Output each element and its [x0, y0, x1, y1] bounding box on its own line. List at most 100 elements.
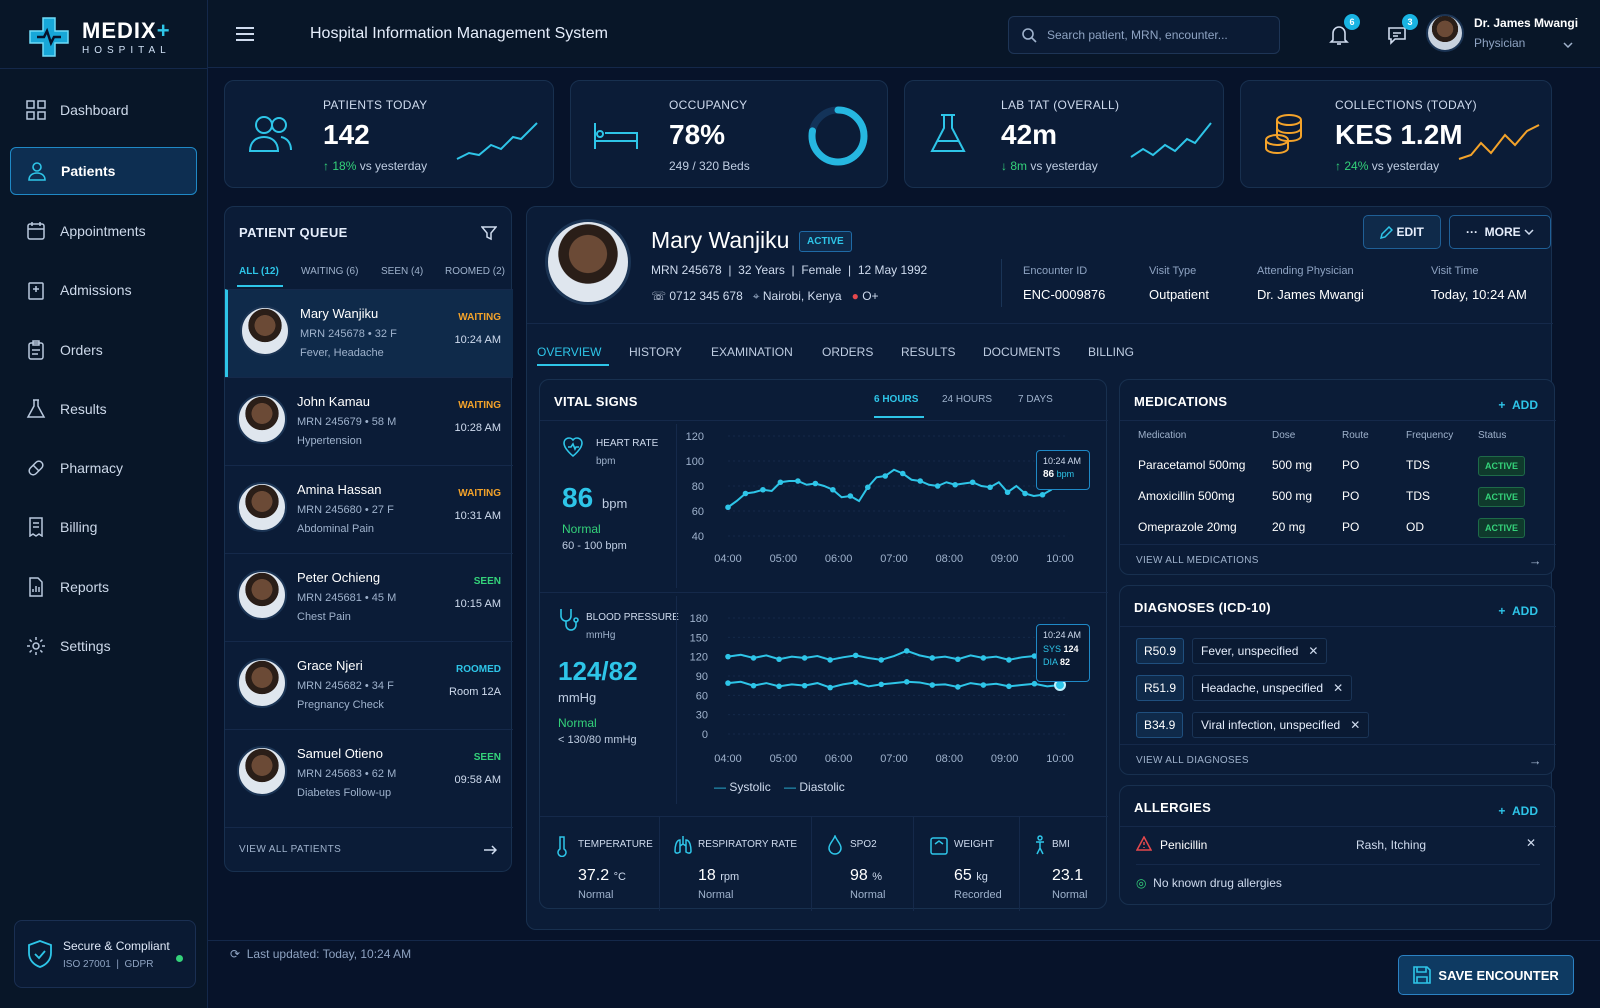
bed-icon — [594, 123, 638, 149]
hr-unit-label: bpm — [596, 456, 616, 467]
more-button[interactable]: ··· MORE — [1449, 215, 1551, 249]
bp-label: BLOOD PRESSURE — [586, 612, 679, 623]
view-all-diagnoses-link[interactable]: VIEW ALL DIAGNOSES → — [1120, 744, 1556, 776]
kpi-label: LAB TAT (OVERALL) — [1001, 98, 1120, 112]
status-dot — [176, 955, 183, 962]
user-menu[interactable]: Dr. James Mwangi Physician — [1426, 14, 1578, 52]
nav-patients[interactable]: Patients — [10, 147, 197, 195]
nav-admissions[interactable]: Admissions — [10, 266, 197, 314]
clipboard-icon — [28, 340, 44, 360]
diagnosis-chip[interactable]: Fever, unspecified ✕ — [1192, 638, 1328, 664]
nav-billing[interactable]: Billing — [10, 503, 197, 551]
data-point — [1031, 680, 1038, 687]
status-badge: ACTIVE — [1478, 487, 1526, 507]
x-tick-label: 08:00 — [936, 753, 964, 765]
filter-icon[interactable] — [481, 225, 497, 241]
queue-row[interactable]: Grace Njeri MRN 245682 • 34 F Pregnancy Ch… — [225, 641, 513, 729]
messages-button[interactable]: 3 — [1382, 14, 1418, 50]
no-known-allergies: ◎ No known drug allergies — [1136, 876, 1282, 890]
legend-systolic: Systolic — [729, 780, 771, 794]
series-line — [727, 468, 1061, 509]
data-point — [847, 493, 854, 499]
sparkline — [456, 122, 538, 160]
data-point — [864, 484, 871, 491]
medical-cross-icon — [29, 17, 69, 57]
tab-orders[interactable]: ORDERS — [822, 345, 874, 359]
range-6h[interactable]: 6 HOURS — [874, 394, 919, 405]
add-medication-button[interactable]: + ADD — [1498, 398, 1538, 412]
queue-row[interactable]: Peter Ochieng MRN 245681 • 45 M Chest Pain… — [225, 553, 513, 641]
allergies-title: ALLERGIES — [1134, 800, 1212, 815]
x-tick-label: 04:00 — [714, 753, 742, 765]
brand-sub: HOSPITAL — [82, 45, 171, 56]
notification-count: 6 — [1344, 14, 1360, 30]
tab-history[interactable]: HISTORY — [629, 345, 682, 359]
queue-tab-waiting[interactable]: WAITING (6) — [301, 266, 359, 277]
report-icon — [29, 577, 43, 597]
data-point — [1006, 683, 1012, 690]
view-all-medications-link[interactable]: VIEW ALL MEDICATIONS → — [1120, 544, 1556, 576]
save-encounter-button[interactable]: SAVE ENCOUNTER — [1398, 955, 1574, 995]
y-tick-label: 40 — [692, 531, 704, 543]
diagnosis-chip[interactable]: Viral infection, unspecified ✕ — [1192, 712, 1370, 738]
patient-demographics: MRN 245678 | 32 Years | Female | 12 May … — [651, 263, 928, 277]
data-point — [878, 681, 885, 688]
vital-signs-card: VITAL SIGNS 6 HOURS 24 HOURS 7 DAYS HEAR… — [539, 379, 1108, 911]
nav-results[interactable]: Results — [10, 385, 197, 433]
queue-row[interactable]: Amina Hassan MRN 245680 • 27 F Abdominal P… — [225, 465, 513, 553]
y-tick-label: 30 — [696, 710, 708, 722]
range-7d[interactable]: 7 DAYS — [1018, 394, 1053, 405]
nav-pharmacy[interactable]: Pharmacy — [10, 444, 197, 492]
diagnoses-card: DIAGNOSES (ICD-10) + ADD R50.9 Fever, un… — [1119, 585, 1556, 776]
thermometer-icon — [557, 836, 567, 857]
tab-billing[interactable]: BILLING — [1088, 345, 1135, 359]
range-24h[interactable]: 24 HOURS — [942, 394, 993, 405]
x-tick-label: 09:00 — [991, 553, 1019, 565]
queue-tab-all[interactable]: ALL (12) — [239, 266, 279, 277]
series-line — [727, 649, 1061, 661]
nav-appointments[interactable]: Appointments — [10, 207, 197, 255]
users-icon — [248, 116, 292, 152]
menu-button[interactable] — [230, 19, 260, 49]
tab-examination[interactable]: EXAMINATION — [711, 345, 793, 359]
data-point — [801, 655, 808, 661]
nav-settings[interactable]: Settings — [10, 622, 197, 670]
view-all-patients-link[interactable]: VIEW ALL PATIENTS — [225, 827, 513, 871]
patient-contact: ☏ 0712 345 678 ⌖ Nairobi, Kenya ● O+ — [651, 289, 879, 303]
nav-reports[interactable]: Reports — [10, 563, 197, 611]
diagnosis-chip[interactable]: Headache, unspecified ✕ — [1192, 675, 1353, 701]
search-input[interactable]: Search patient, MRN, encounter... — [1008, 16, 1280, 54]
queue-row[interactable]: John Kamau MRN 245679 • 58 M Hypertension W… — [225, 377, 513, 465]
tab-results[interactable]: RESULTS — [901, 345, 956, 359]
save-icon — [1413, 966, 1431, 984]
queue-row[interactable]: Samuel Otieno MRN 245683 • 62 M Diabetes F… — [225, 729, 513, 817]
status-badge: ROOMED — [456, 664, 501, 675]
add-allergy-button[interactable]: + ADD — [1498, 804, 1538, 818]
data-point — [852, 652, 859, 659]
tab-overview[interactable]: OVERVIEW — [537, 345, 602, 359]
remove-allergy-button[interactable]: ✕ — [1526, 836, 1537, 850]
tab-documents[interactable]: DOCUMENTS — [983, 345, 1061, 359]
bp-legend: — Systolic — Diastolic — [714, 780, 845, 794]
data-point — [929, 682, 936, 688]
avatar — [237, 570, 287, 620]
data-point — [725, 504, 731, 511]
close-icon: ✕ — [1350, 718, 1361, 732]
flask-icon — [26, 399, 46, 418]
allergies-card: ALLERGIES + ADD Penicillin Rash, Itching… — [1119, 785, 1556, 905]
notifications-button[interactable]: 6 — [1324, 14, 1360, 50]
edit-button[interactable]: EDIT — [1363, 215, 1441, 249]
nav-orders[interactable]: Orders — [10, 326, 197, 374]
queue-tab-roomed[interactable]: ROOMED (2) — [445, 266, 505, 277]
queue-tab-seen[interactable]: SEEN (4) — [381, 266, 424, 277]
nav-dashboard[interactable]: Dashboard — [10, 86, 197, 134]
y-tick-label: 90 — [696, 671, 708, 683]
queue-row[interactable]: Mary Wanjiku MRN 245678 • 32 F Fever, Head… — [225, 289, 513, 377]
bp-unit-label: mmHg — [586, 630, 616, 641]
data-point — [1022, 490, 1028, 497]
person-icon — [1036, 835, 1044, 855]
data-point — [878, 657, 885, 663]
kpi-occupancy: OCCUPANCY 78% 249 / 320 Beds — [570, 80, 888, 188]
add-diagnosis-button[interactable]: + ADD — [1498, 604, 1538, 618]
kpi-value: 42m — [1001, 119, 1058, 150]
